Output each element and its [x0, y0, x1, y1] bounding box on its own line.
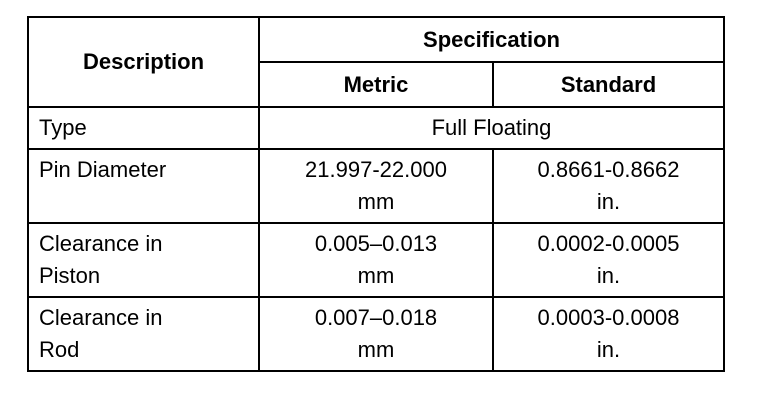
- header-description: Description: [27, 16, 260, 108]
- cell: Clearance in Piston: [27, 222, 260, 298]
- cell: 0.007–0.018 mm: [258, 296, 494, 372]
- cell: 0.0002-0.0005 in.: [492, 222, 725, 298]
- cell: Type: [27, 106, 260, 150]
- header-metric: Metric: [258, 61, 494, 108]
- header-standard: Standard: [492, 61, 725, 108]
- cell: Full Floating: [258, 106, 725, 150]
- cell: 0.0003-0.0008 in.: [492, 296, 725, 372]
- header-specification: Specification: [258, 16, 725, 63]
- cell: 21.997-22.000 mm: [258, 148, 494, 224]
- cell: Clearance in Rod: [27, 296, 260, 372]
- cell: 0.005–0.013 mm: [258, 222, 494, 298]
- cell: Pin Diameter: [27, 148, 260, 224]
- spec-table: Description Specification Metric Standar…: [27, 16, 725, 372]
- cell: 0.8661-0.8662 in.: [492, 148, 725, 224]
